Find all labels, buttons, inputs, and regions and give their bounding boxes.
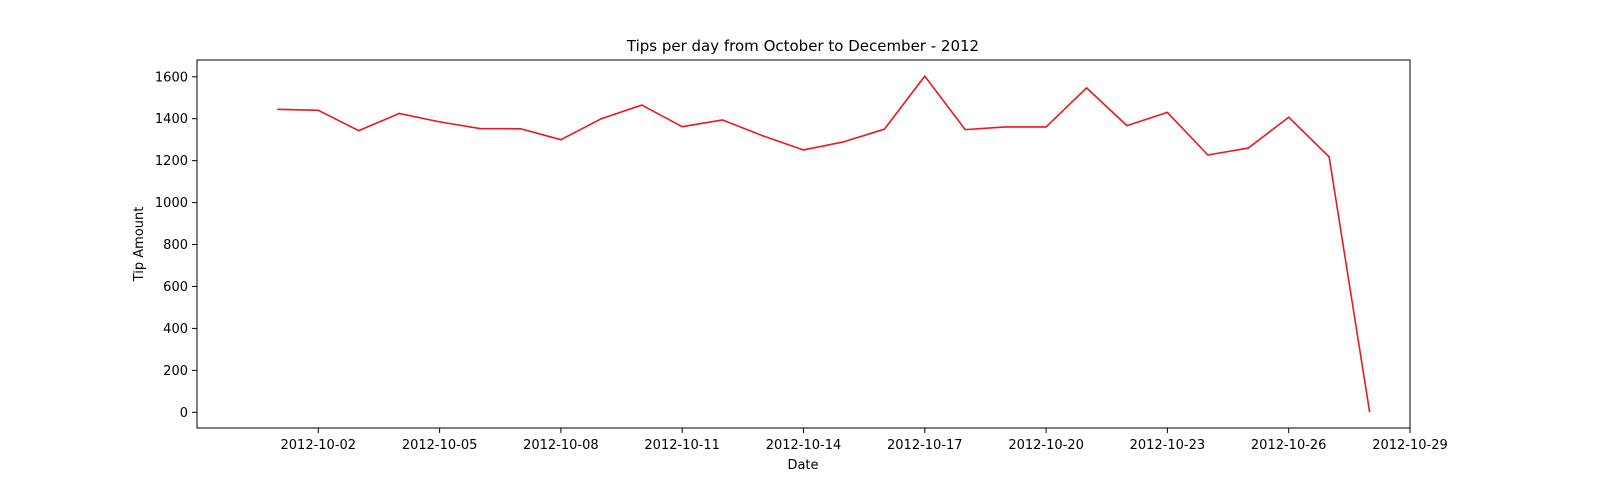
data-point <box>1045 126 1047 128</box>
data-point <box>600 117 603 120</box>
plot-frame <box>196 59 1411 429</box>
x-tick-label: 2012-10-02 <box>281 438 357 453</box>
data-point <box>802 149 805 151</box>
y-tick-label: 1600 <box>155 70 188 85</box>
x-tick-label: 2012-10-23 <box>1130 438 1206 453</box>
y-tick-label: 0 <box>180 406 188 421</box>
data-point <box>1287 116 1290 119</box>
data-point <box>924 75 926 77</box>
chart-title: Tips per day from October to December - … <box>626 37 979 55</box>
data-point <box>1166 111 1169 114</box>
data-point <box>681 125 683 128</box>
y-tick-label: 1200 <box>155 154 188 169</box>
data-point <box>843 140 845 143</box>
y-tick-label: 1000 <box>155 196 188 211</box>
plot-area: 0 200 400 600 800 1000 1200 1400 1600 2012-10-02 2… <box>155 59 1448 453</box>
data-point <box>964 128 967 131</box>
data-point <box>1085 87 1088 89</box>
data-point <box>479 127 481 130</box>
data-point <box>1126 124 1128 127</box>
x-tick-label: 2012-10-14 <box>766 438 842 453</box>
series-line <box>277 75 1371 412</box>
data-point <box>883 128 886 130</box>
x-axis-title: Date <box>787 458 818 473</box>
data-point <box>1247 147 1250 149</box>
data-point <box>1004 126 1007 128</box>
x-tick-label: 2012-10-20 <box>1008 438 1084 453</box>
x-tick-label: 2012-10-17 <box>887 438 963 453</box>
data-point <box>317 109 320 112</box>
x-tick-label: 2012-10-29 <box>1372 438 1448 453</box>
y-tick-label: 600 <box>163 280 188 295</box>
data-point <box>1328 156 1330 158</box>
data-point <box>762 135 764 137</box>
y-tick-label: 400 <box>163 322 188 337</box>
x-tick-label: 2012-10-11 <box>644 438 720 453</box>
data-point <box>721 119 724 121</box>
x-tick-label: 2012-10-05 <box>402 438 478 453</box>
x-tick-label: 2012-10-08 <box>523 438 599 453</box>
data-point <box>357 129 360 132</box>
data-point <box>640 104 643 106</box>
y-tick-label: 1400 <box>155 112 188 127</box>
data-point <box>1207 154 1209 156</box>
y-axis-title: Tip Amount <box>132 207 147 283</box>
data-point <box>1368 410 1371 413</box>
y-tick-label: 800 <box>163 238 188 253</box>
y-tick-label: 200 <box>163 364 188 379</box>
data-point <box>277 108 279 111</box>
x-tick-label: 2012-10-26 <box>1251 438 1327 453</box>
data-point <box>438 121 441 123</box>
data-point <box>519 127 522 130</box>
data-point <box>560 138 562 141</box>
data-point <box>398 112 400 115</box>
